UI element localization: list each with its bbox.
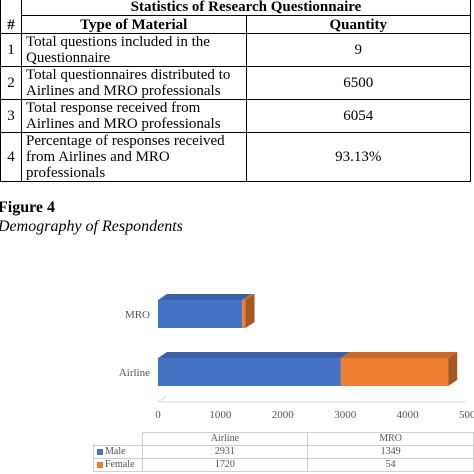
table-title: Statistics of Research Questionnaire (21, 0, 471, 16)
questionnaire-statistics-table: # Statistics of Research Questionnaire T… (0, 0, 471, 182)
male-bar-mro-top (158, 294, 252, 300)
row-material: Total response received from Airlines an… (21, 99, 247, 133)
data-table-cell: 2931 (141, 445, 309, 459)
x-tick-label: 2000 (272, 409, 295, 421)
data-table-row: Male 2931 1349 (93, 445, 474, 459)
row-number: 3 (0, 99, 22, 133)
male-bar-mro (158, 300, 243, 328)
row-quantity: 6500 (245, 66, 471, 100)
data-table-series-label: Male (93, 445, 143, 459)
row-quantity: 6054 (245, 99, 471, 133)
figure-caption: Demography of Respondents (0, 218, 183, 235)
data-table-col-header: MRO (307, 432, 474, 446)
table-row: 1 Total questions included in the Questi… (0, 33, 471, 67)
x-tick-label: 4000 (397, 409, 420, 421)
row-material: Total questionnaires distributed to Airl… (21, 66, 247, 100)
data-table-cell: 1349 (307, 445, 474, 459)
chart-data-table: Airline MRO Male 2931 1349 Female 1720 5… (93, 432, 474, 472)
female-bar-mro (242, 300, 246, 328)
data-table-series-label: Female (93, 458, 143, 472)
row-number: 4 (0, 132, 22, 182)
x-tick-label: 3000 (334, 409, 357, 421)
row-material: Percentage of responses received from Ai… (21, 132, 247, 182)
table-num-header: # (0, 0, 22, 34)
row-number: 2 (0, 66, 22, 100)
row-quantity: 93.13% (245, 132, 471, 182)
chart-floor-edge (157, 395, 168, 403)
x-tick-label: 0 (155, 409, 161, 421)
female-legend-swatch (97, 461, 103, 468)
row-number: 1 (0, 33, 22, 67)
data-table-cell: 54 (307, 458, 474, 472)
male-bar-airline (158, 358, 341, 386)
column-header-quantity: Quantity (245, 15, 471, 34)
row-quantity: 9 (245, 33, 471, 67)
female-bar-mro-top (242, 294, 255, 300)
bar-end-side-airline (448, 352, 458, 386)
female-bar-airline (340, 358, 449, 386)
data-table-col-header: Airline (141, 432, 309, 446)
x-tick-label: 5000 (459, 409, 474, 421)
table-row: 3 Total response received from Airlines … (0, 99, 471, 133)
bar-end-side-mro (245, 294, 255, 328)
table-row: 2 Total questionnaires distributed to Ai… (0, 66, 471, 100)
series-name: Male (105, 446, 126, 457)
category-label: MRO (125, 309, 150, 321)
female-bar-airline-top (340, 352, 458, 358)
data-table-row: Female 1720 54 (93, 458, 474, 472)
data-table-cell: 1720 (141, 458, 309, 472)
series-name: Female (105, 459, 135, 470)
table-row: 4 Percentage of responses received from … (0, 132, 471, 182)
column-header-material: Type of Material (21, 15, 247, 34)
male-bar-airline-top (158, 352, 350, 358)
demography-bar-chart: MRO Airline 0 1000 2000 3000 4000 5000 (119, 294, 474, 421)
male-legend-swatch (97, 448, 103, 455)
row-material: Total questions included in the Question… (21, 33, 247, 67)
figure-label: Figure 4 (0, 199, 56, 216)
category-label: Airline (119, 367, 150, 379)
x-tick-label: 1000 (209, 409, 232, 421)
data-table-corner (93, 432, 143, 446)
